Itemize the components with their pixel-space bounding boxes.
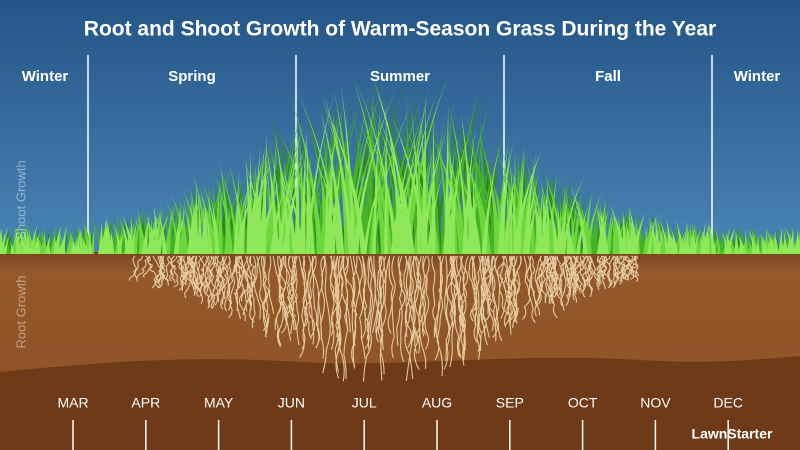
root-label: Root Growth (13, 276, 28, 349)
brand: LawnStarter (692, 426, 773, 442)
month-axis: MAR APR MAY JUN JUL AUG SEP OCT NOV DEC (57, 395, 743, 450)
grass-blades (0, 73, 800, 254)
month-label: OCT (568, 395, 598, 411)
grass-blades (0, 68, 800, 254)
subsoil (0, 356, 800, 450)
month-label: SEP (496, 395, 524, 411)
season-label: Spring (168, 68, 216, 85)
root-strands (128, 255, 639, 382)
month-label: AUG (422, 395, 452, 411)
title: Root and Shoot Growth of Warm-Season Gra… (84, 18, 716, 41)
season-label: Winter (734, 68, 781, 85)
month-label: JUN (278, 395, 305, 411)
month-label: MAR (57, 395, 88, 411)
season-label: Winter (22, 68, 69, 85)
month-label: JUL (352, 395, 377, 411)
season-labels: Winter Spring Summer Fall Winter (22, 68, 781, 85)
month-label: APR (131, 395, 160, 411)
grass (0, 68, 800, 254)
month-label: DEC (713, 395, 743, 411)
season-label: Summer (370, 68, 430, 85)
roots (128, 255, 639, 382)
month-label: MAY (204, 395, 234, 411)
shoot-label: Shoot Growth (13, 160, 28, 240)
season-label: Fall (595, 68, 621, 85)
month-label: NOV (640, 395, 671, 411)
